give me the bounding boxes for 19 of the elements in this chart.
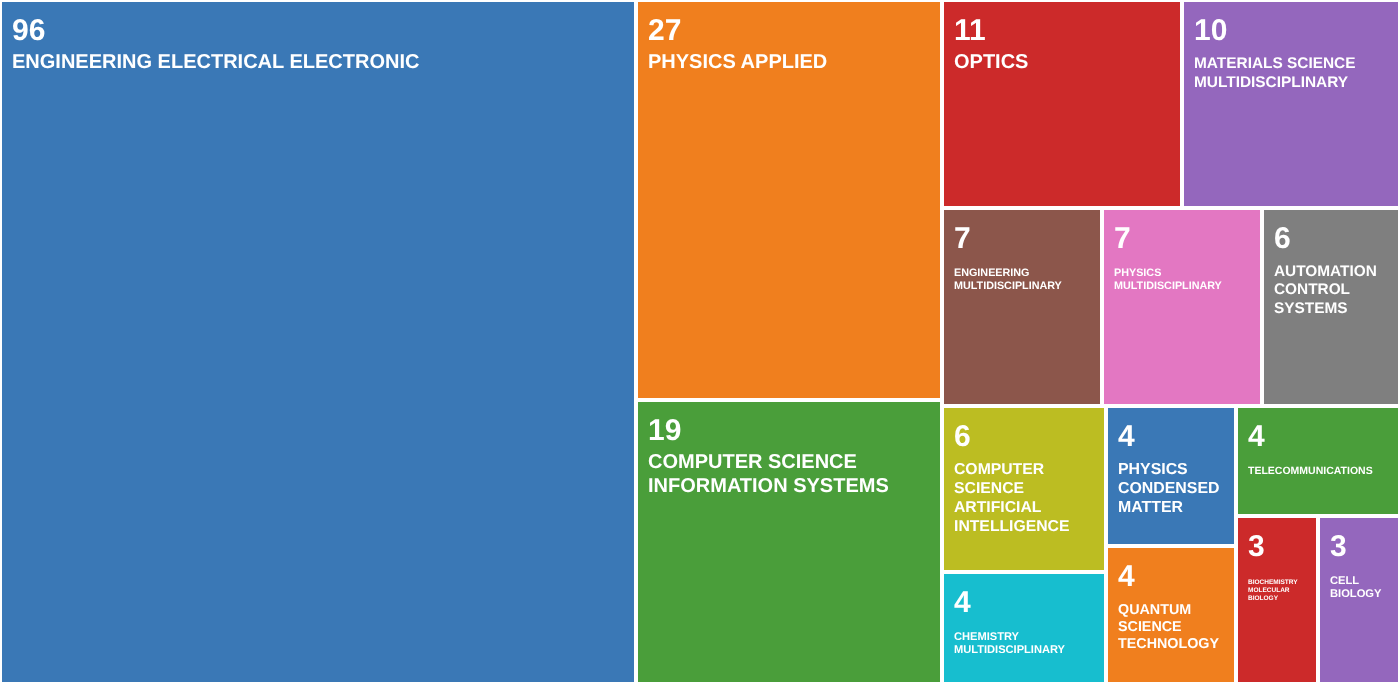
data-label: 4 [954, 586, 972, 620]
data-label: 96 [12, 14, 46, 48]
category-label: OPTICS [954, 52, 1030, 74]
data-label: 4 [1118, 420, 1136, 454]
data-label: 3 [1248, 530, 1265, 564]
category-label: ENGINEERING ELECTRICAL ELECTRONIC [12, 52, 420, 74]
data-label: 4 [1118, 560, 1136, 594]
data-label: 11 [954, 14, 986, 48]
data-label: 6 [954, 420, 971, 454]
data-label: 10 [1194, 14, 1228, 48]
data-label: 6 [1274, 222, 1291, 256]
category-label: PHYSICS APPLIED [648, 52, 828, 74]
category-label: COMPUTER SCIENCE INFORMATION SYSTEMS [648, 452, 890, 498]
data-label: 3 [1330, 530, 1347, 564]
data-label: 7 [1114, 222, 1131, 256]
data-label: 4 [1248, 420, 1266, 454]
data-label: 7 [954, 222, 971, 256]
data-label: 19 [648, 414, 682, 448]
data-label: 27 [648, 14, 682, 48]
